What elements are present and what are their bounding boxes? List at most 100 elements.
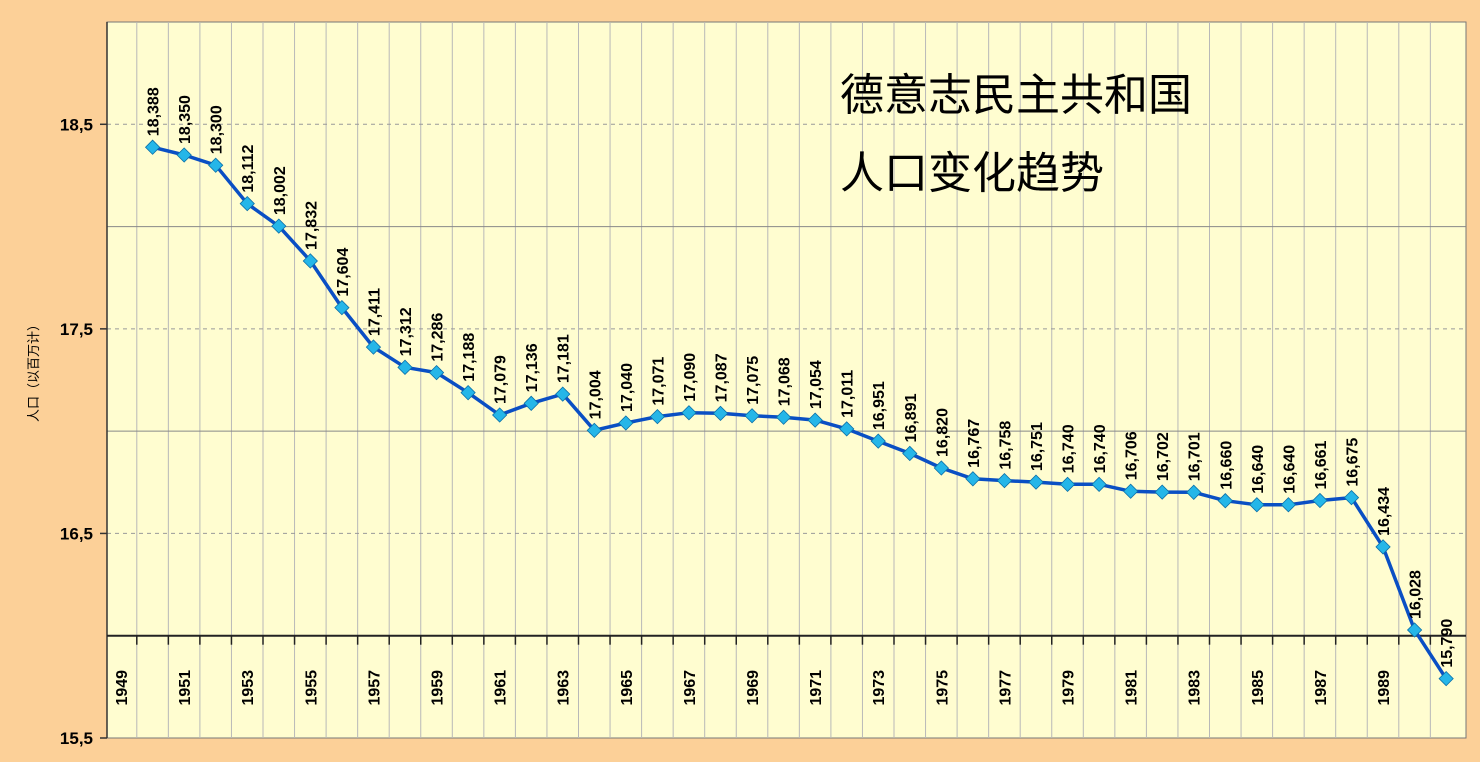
data-point-marker [1343, 489, 1360, 506]
data-label: 16,758 [997, 421, 1014, 470]
chart-title-line-1: 德意志民主共和国 [840, 71, 1192, 120]
data-label: 17,071 [650, 357, 667, 406]
data-point-marker [649, 408, 666, 425]
data-label: 17,079 [493, 355, 510, 404]
data-label: 17,054 [808, 360, 825, 409]
data-point-marker [1028, 474, 1044, 490]
data-label: 16,701 [1187, 432, 1204, 481]
data-label: 17,087 [714, 353, 731, 402]
plot-area [106, 21, 1467, 739]
x-tick-label: 1983 [1187, 670, 1204, 706]
data-label: 18,350 [177, 95, 194, 144]
data-label: 17,181 [556, 334, 573, 383]
data-point-marker [208, 157, 224, 173]
data-point-marker [1438, 671, 1454, 687]
data-point-marker [902, 445, 918, 462]
data-label: 16,751 [1029, 422, 1046, 471]
x-tick-label: 1949 [114, 670, 131, 706]
data-point-marker [1091, 476, 1107, 492]
data-point-marker [1186, 484, 1202, 500]
data-point-marker [1375, 539, 1391, 555]
data-label: 16,706 [1124, 431, 1141, 480]
data-point-marker [492, 407, 508, 423]
data-label-layer: 18,388 18,350 18,300 18,112 18,002 17,832 17,6… [146, 87, 1457, 668]
data-point-marker [618, 415, 634, 431]
data-label: 17,011 [840, 370, 857, 418]
x-tick-label: 1967 [682, 670, 699, 706]
x-tick-label: 1955 [303, 670, 320, 706]
data-label: 16,434 [1376, 487, 1393, 536]
data-label: 17,040 [619, 363, 636, 412]
data-label: 16,740 [1061, 424, 1078, 473]
data-label: 17,090 [682, 353, 699, 402]
x-tick-label: 1961 [493, 670, 510, 706]
data-label: 17,312 [398, 307, 415, 356]
chart-title-line-2: 人口变化趋势 [840, 149, 1104, 198]
data-label: 16,640 [1250, 445, 1267, 494]
x-tick-label: 1957 [366, 670, 383, 706]
data-label: 17,075 [745, 356, 762, 405]
x-tick-label: 1985 [1250, 670, 1267, 706]
data-point-marker [1312, 492, 1328, 509]
x-tick-label: 1963 [556, 670, 573, 706]
data-label: 16,951 [871, 381, 888, 430]
data-label: 17,136 [524, 343, 541, 392]
data-point-marker [271, 218, 287, 234]
y-tick-label: 15,5 [60, 729, 93, 748]
data-label: 16,702 [1155, 432, 1172, 481]
data-label: 16,740 [1092, 424, 1109, 473]
x-tick-label: 1965 [619, 670, 636, 706]
data-point-marker [870, 433, 886, 449]
data-point-marker [775, 409, 792, 425]
x-tick-label: 1981 [1124, 670, 1141, 706]
data-label: 18,300 [209, 105, 226, 154]
data-label: 16,675 [1345, 438, 1362, 487]
x-tick-label: 1971 [808, 670, 825, 706]
data-label: 17,068 [777, 357, 794, 406]
x-tick-label: 1989 [1376, 670, 1393, 706]
data-label: 16,028 [1408, 570, 1425, 619]
data-point-marker [523, 395, 539, 411]
data-point-marker [365, 339, 382, 355]
x-tick-label: 1973 [871, 670, 888, 706]
data-point-marker [933, 460, 949, 476]
data-point-marker [334, 299, 350, 316]
data-point-marker [239, 196, 255, 212]
x-tick-label: 1969 [745, 670, 762, 706]
x-tick-label: 1987 [1313, 670, 1330, 706]
x-tick-label: 1977 [997, 670, 1014, 706]
data-point-marker [839, 421, 855, 437]
data-label: 16,767 [966, 419, 983, 468]
data-point-marker [1280, 497, 1297, 513]
axes: 15,5 16,5 17,5 18,5 1949 1951 1953 1955 1957 1959… [60, 22, 1466, 748]
data-label: 15,790 [1439, 619, 1456, 668]
x-tick-label: 1959 [430, 670, 447, 706]
data-point-marker [460, 385, 476, 401]
x-tick-label: 1953 [240, 670, 257, 706]
y-axis-label: 人口（以百万计） [26, 318, 41, 422]
y-tick-label: 17,5 [60, 320, 93, 339]
data-point-marker [681, 405, 697, 421]
data-label: 18,112 [240, 145, 257, 193]
data-label: 16,820 [934, 408, 951, 457]
data-point-marker [807, 412, 823, 428]
data-point-marker [428, 364, 445, 381]
data-point-marker [712, 405, 729, 421]
data-point-marker [1059, 476, 1076, 492]
data-point-marker [1154, 484, 1170, 500]
data-point-marker [555, 386, 571, 402]
data-point-marker [1406, 622, 1423, 638]
data-label: 17,286 [430, 313, 447, 362]
y-tick-label: 16,5 [60, 524, 93, 543]
data-point-marker [397, 359, 413, 375]
data-point-marker [1217, 493, 1233, 509]
data-point-marker [144, 139, 161, 155]
data-label: 17,004 [587, 370, 604, 419]
x-tick-label: 1951 [177, 670, 194, 706]
data-label: 16,891 [903, 393, 920, 442]
data-point-marker [1123, 483, 1139, 499]
data-point-marker [965, 471, 981, 487]
data-label: 16,640 [1281, 445, 1298, 494]
